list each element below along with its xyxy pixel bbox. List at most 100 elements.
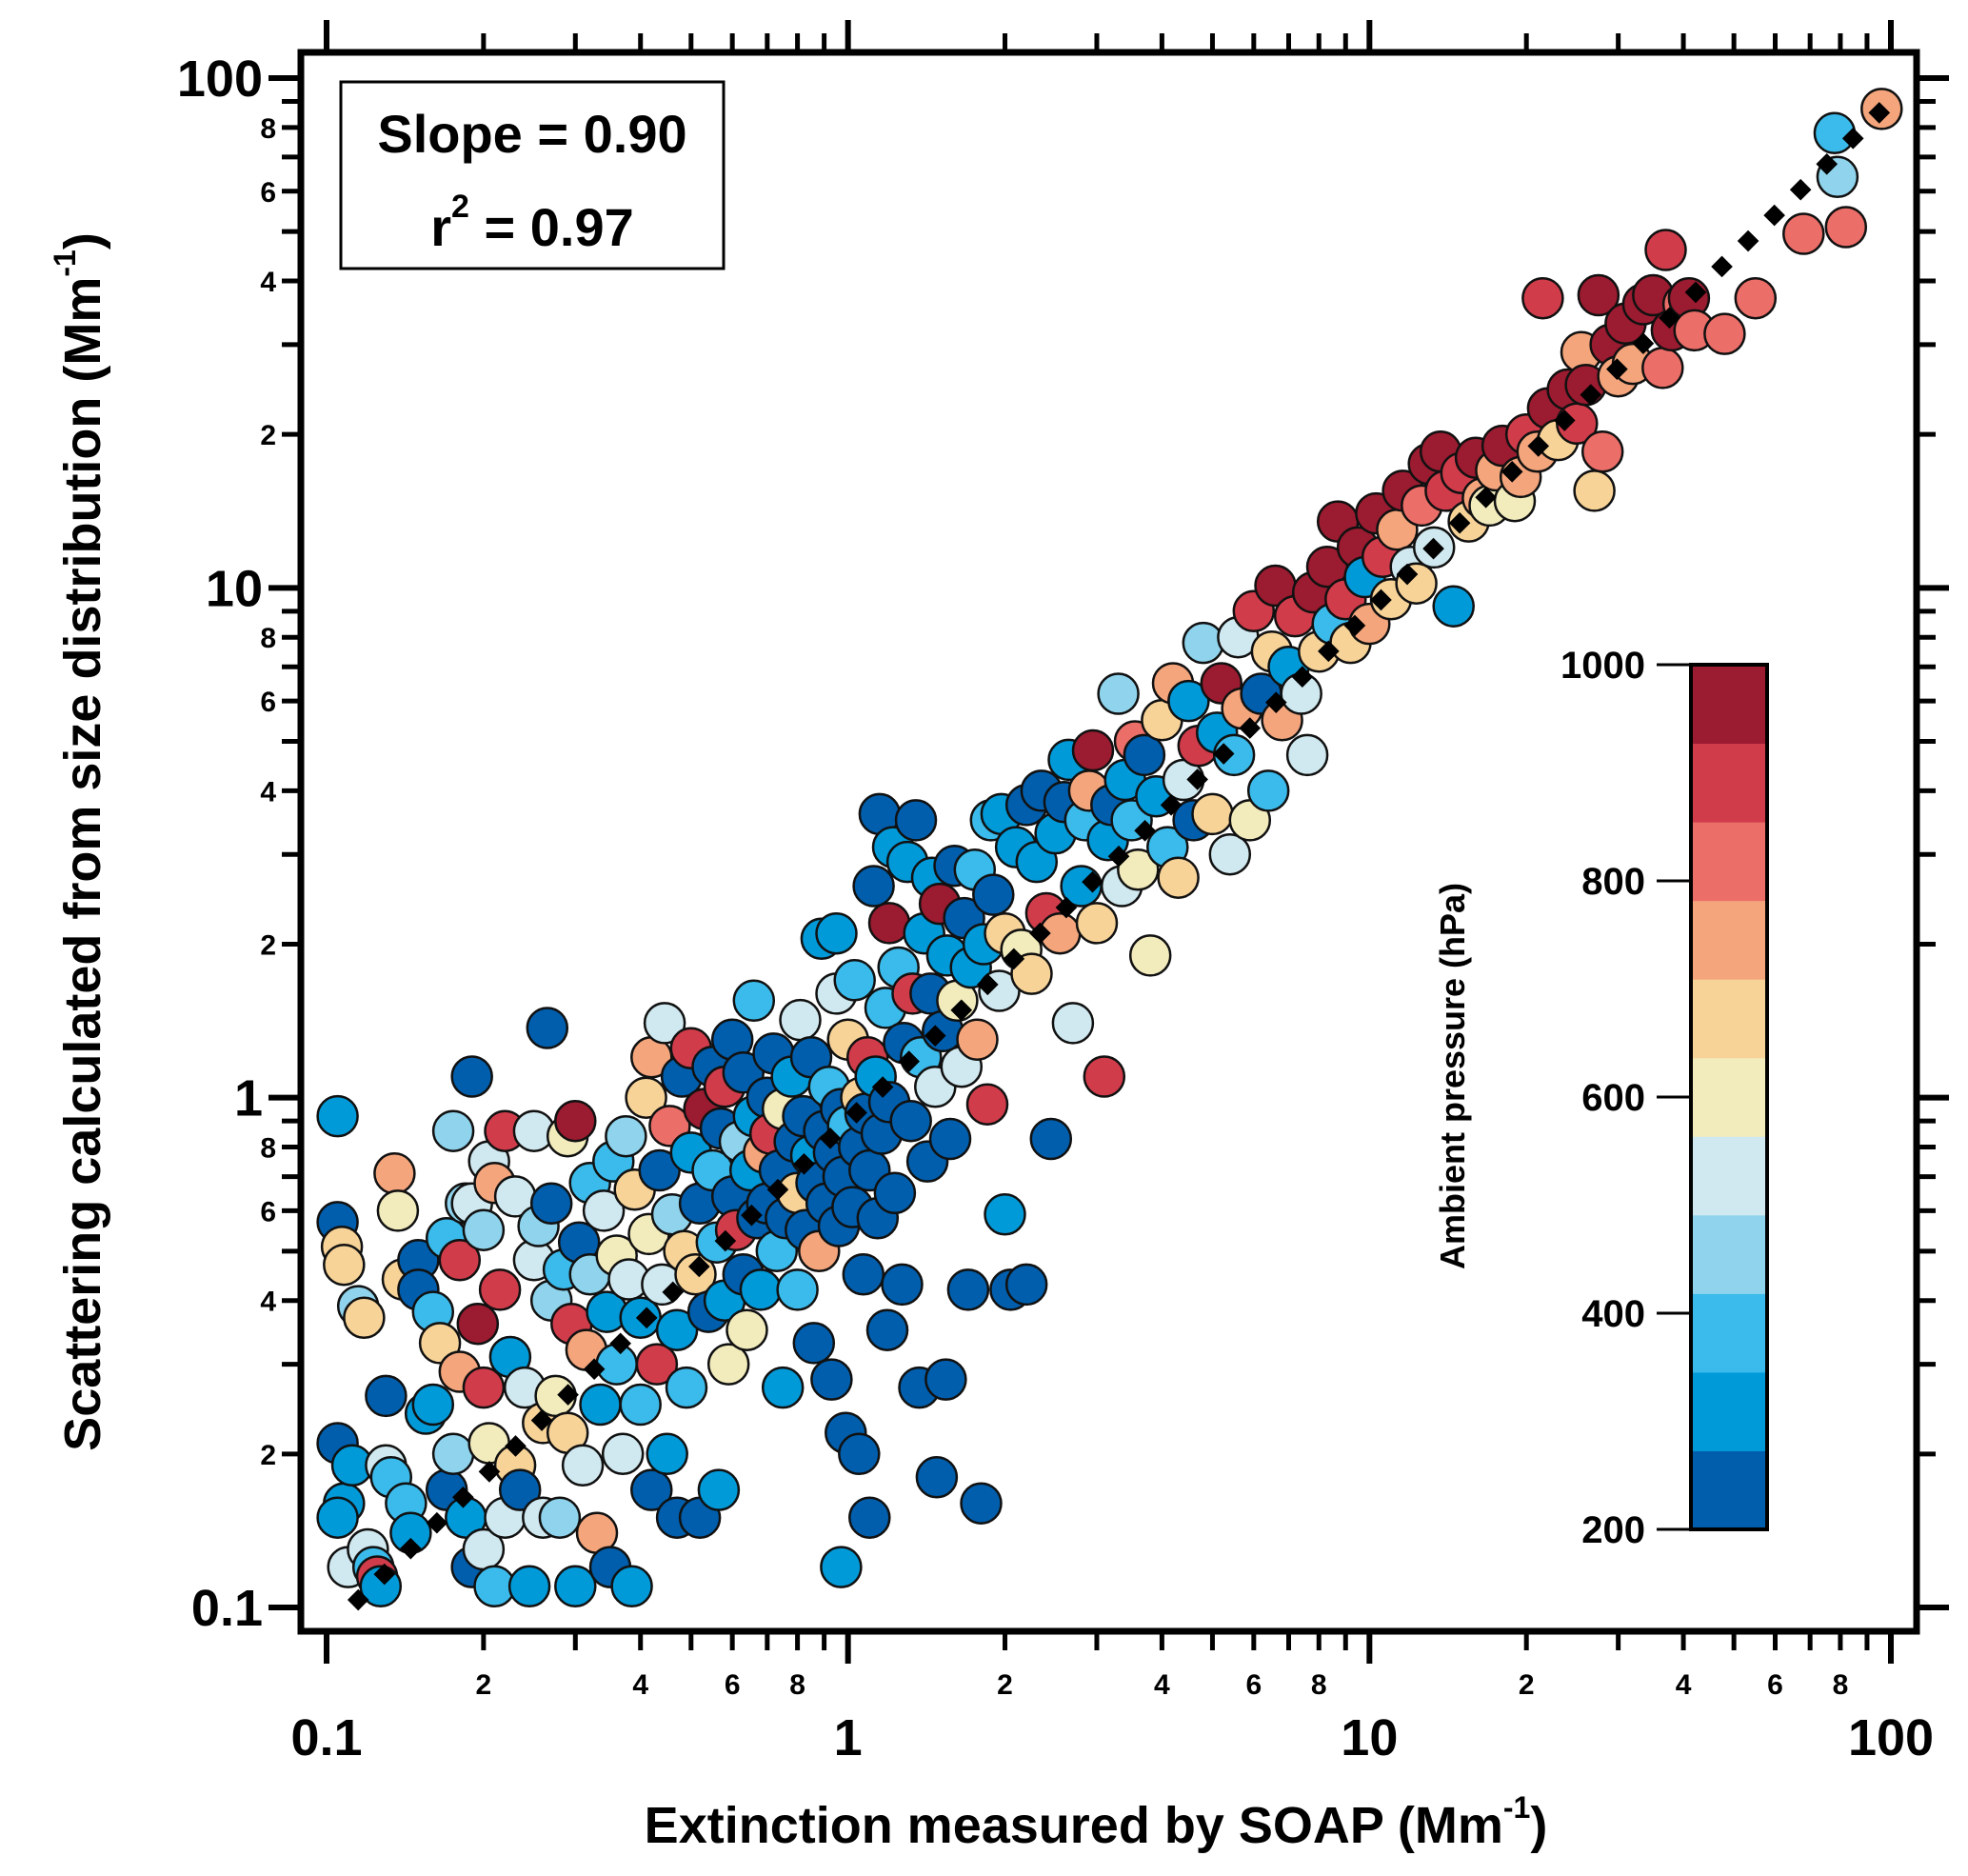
data-point xyxy=(462,1366,506,1409)
plot-frame xyxy=(297,49,1920,1635)
y-axis-label: Scattering calculated from size distribu… xyxy=(48,232,111,1451)
y-minor-tick-label: 6 xyxy=(260,687,276,718)
data-point xyxy=(1734,276,1778,320)
y-major-tick-label: 10 xyxy=(206,560,263,617)
data-point xyxy=(646,1432,688,1476)
data-point xyxy=(1029,1117,1073,1161)
r-squared-text: r2 = 0.97 xyxy=(430,189,634,257)
data-point xyxy=(1521,276,1564,320)
fit-line-marker xyxy=(1264,691,1287,713)
colorbar-tick-label: 200 xyxy=(1581,1509,1645,1551)
data-point xyxy=(1123,733,1166,777)
fit-line-marker xyxy=(1448,511,1471,534)
fit-line-marker xyxy=(1580,384,1602,406)
colorbar-band xyxy=(1691,665,1767,745)
fit-line-marker xyxy=(1527,435,1550,457)
data-point xyxy=(928,1117,972,1161)
fit-line-marker xyxy=(766,1178,789,1201)
data-point xyxy=(1580,430,1624,473)
fit-line-marker xyxy=(1737,230,1759,252)
colorbar-band xyxy=(1691,1136,1767,1216)
data-point xyxy=(792,1322,836,1365)
fit-line-marker xyxy=(1789,178,1812,201)
y-major-tick-label: 0.1 xyxy=(191,1580,263,1637)
data-point xyxy=(1285,733,1329,777)
data-point xyxy=(507,1565,551,1608)
data-point xyxy=(776,1268,819,1311)
data-point xyxy=(529,1182,573,1226)
data-point xyxy=(972,873,1015,916)
fit-line-marker xyxy=(1003,948,1025,970)
data-point xyxy=(323,1243,366,1287)
fit-line-marker xyxy=(373,1563,396,1586)
data-point xyxy=(438,1239,482,1282)
axis-ticks: 2 2 4 4 6 6 8 8 2 2 4 4 6 6 8 8 2 2 4 4 6 6 8 8 0.1 1 10 100 0.1 1 10 1… xyxy=(177,20,1949,1766)
fit-line-marker xyxy=(400,1537,422,1560)
fit-line-marker xyxy=(1684,281,1707,304)
data-point xyxy=(965,1083,1009,1126)
data-point xyxy=(579,1383,622,1427)
data-point xyxy=(1097,672,1140,715)
data-point xyxy=(1167,679,1210,723)
y-minor-tick-label: 6 xyxy=(260,177,276,209)
x-minor-tick-label: 2 xyxy=(1519,1669,1535,1701)
data-point xyxy=(960,1482,1003,1525)
fit-line-marker xyxy=(1291,666,1314,689)
data-point xyxy=(820,1546,863,1588)
fit-line-marker xyxy=(1763,204,1785,227)
colorbar-tick-label: 600 xyxy=(1581,1077,1645,1119)
colorbar-band xyxy=(1691,1450,1767,1530)
x-minor-tick-label: 8 xyxy=(1311,1669,1327,1701)
colorbar-tick-label: 1000 xyxy=(1560,645,1645,687)
data-point xyxy=(1703,312,1746,355)
x-major-tick-label: 1 xyxy=(834,1709,863,1766)
fit-line-marker xyxy=(347,1588,369,1611)
colorbar-band xyxy=(1691,743,1767,823)
data-point xyxy=(655,1308,699,1351)
data-point xyxy=(924,1358,967,1401)
fit-line-marker xyxy=(1475,486,1497,509)
colorbar-label: Ambient pressure (hPa) xyxy=(1433,883,1472,1269)
y-minor-tick-label: 2 xyxy=(260,930,276,962)
data-point xyxy=(1083,1055,1126,1098)
fit-line-marker xyxy=(1501,461,1523,483)
colorbar-band xyxy=(1691,979,1767,1059)
data-point xyxy=(554,1565,597,1608)
data-point xyxy=(1117,848,1160,891)
x-major-tick-label: 100 xyxy=(1848,1709,1934,1766)
data-point xyxy=(478,1268,522,1311)
data-point xyxy=(431,1432,475,1476)
fit-line-marker xyxy=(1632,332,1655,355)
data-point xyxy=(889,1099,932,1143)
x-minor-tick-label: 4 xyxy=(1154,1669,1170,1701)
data-point xyxy=(915,1456,959,1499)
fit-line-marker xyxy=(871,1076,894,1098)
y-minor-tick-label: 4 xyxy=(260,776,276,808)
fit-line-marker xyxy=(1055,896,1078,919)
colorbar-band xyxy=(1691,1371,1767,1451)
x-minor-tick-label: 4 xyxy=(1676,1669,1692,1701)
x-axis-label: Extinction measured by SOAP (Mm-1) xyxy=(645,1790,1548,1854)
fit-line-marker xyxy=(1212,743,1235,765)
fit-line-marker xyxy=(1868,102,1891,124)
fit-line-marker xyxy=(426,1511,448,1534)
data-point xyxy=(582,1189,626,1232)
fit-line xyxy=(347,102,1891,1611)
x-minor-tick-label: 8 xyxy=(1833,1669,1849,1701)
colorbar-band xyxy=(1691,1293,1767,1373)
data-point xyxy=(610,1565,653,1608)
data-point xyxy=(1641,347,1684,389)
y-minor-tick-label: 4 xyxy=(260,267,276,298)
fit-line-marker xyxy=(1659,307,1680,329)
data-point xyxy=(1246,769,1290,812)
fit-line-marker xyxy=(662,1281,685,1304)
data-point xyxy=(873,1171,917,1215)
data-point xyxy=(984,1193,1026,1236)
data-point xyxy=(554,1099,597,1143)
fit-line-marker xyxy=(1711,255,1733,278)
data-point xyxy=(894,799,938,842)
colorbar: 200 400 600 800 1000 Ambient pressure (hPa) xyxy=(1433,645,1769,1551)
data-point xyxy=(376,1189,420,1232)
fit-line-marker xyxy=(1082,870,1103,893)
